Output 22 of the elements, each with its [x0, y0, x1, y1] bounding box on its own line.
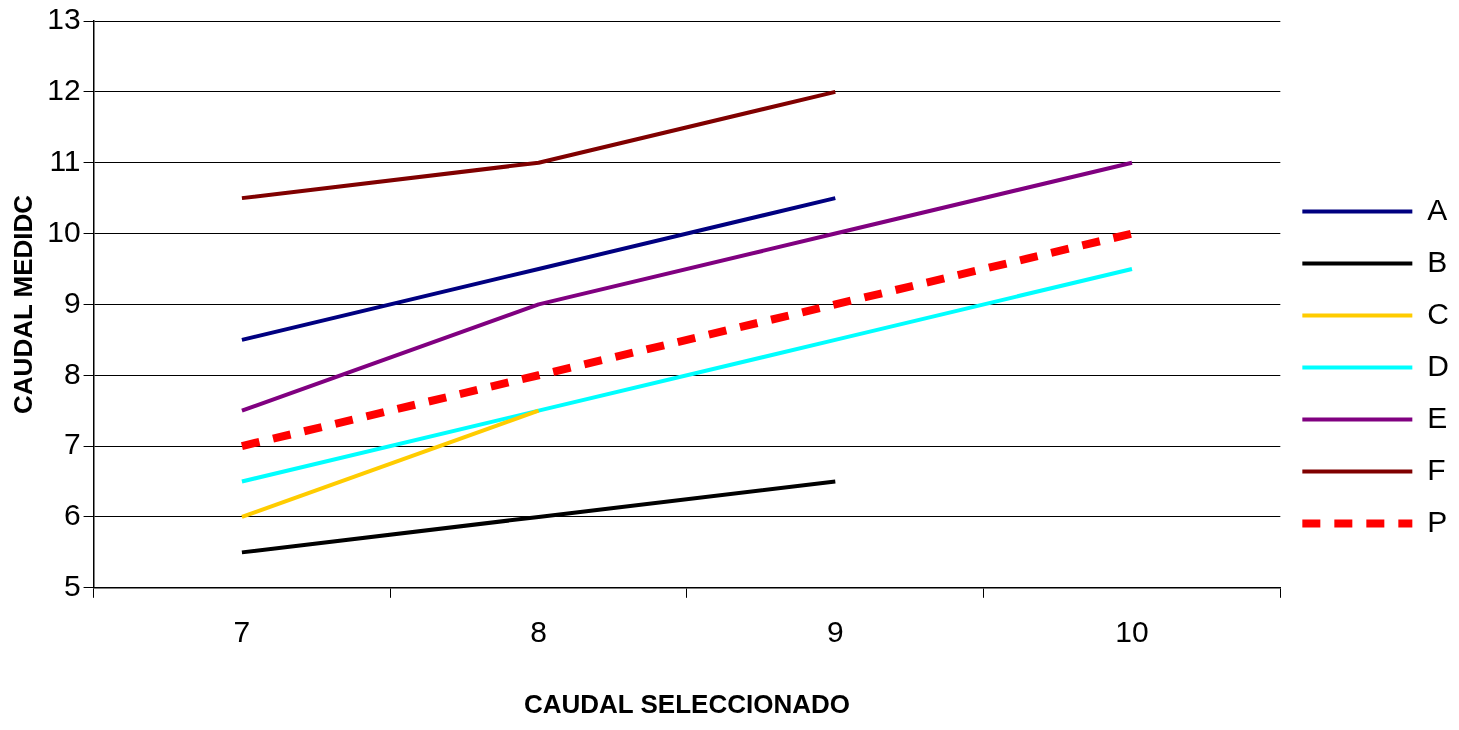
x-axis-title: CAUDAL SELECCIONADO: [523, 688, 850, 719]
y-tick-label: 5: [63, 569, 81, 603]
legend-label: B: [1427, 244, 1448, 278]
y-tick-label: 7: [63, 427, 81, 461]
legend-label: P: [1427, 504, 1448, 538]
x-tick-label: 9: [826, 615, 844, 649]
legend-label: C: [1427, 296, 1450, 330]
legend-label: E: [1427, 400, 1448, 434]
y-tick-label: 12: [47, 73, 81, 107]
legend-label: A: [1427, 192, 1448, 226]
y-tick-label: 6: [63, 498, 81, 532]
y-tick-label: 9: [63, 285, 81, 319]
y-tick-label: 8: [63, 356, 81, 390]
y-axis-title: CAUDAL MEDIDC: [7, 194, 38, 414]
legend-label: D: [1427, 348, 1450, 382]
x-tick-label: 8: [530, 615, 547, 649]
y-tick-label: 13: [47, 2, 81, 36]
x-tick-label: 7: [233, 615, 251, 649]
x-tick-label: 10: [1115, 615, 1149, 649]
legend-label: F: [1427, 452, 1446, 486]
y-tick-label: 10: [47, 214, 81, 248]
y-tick-label: 11: [49, 143, 81, 177]
